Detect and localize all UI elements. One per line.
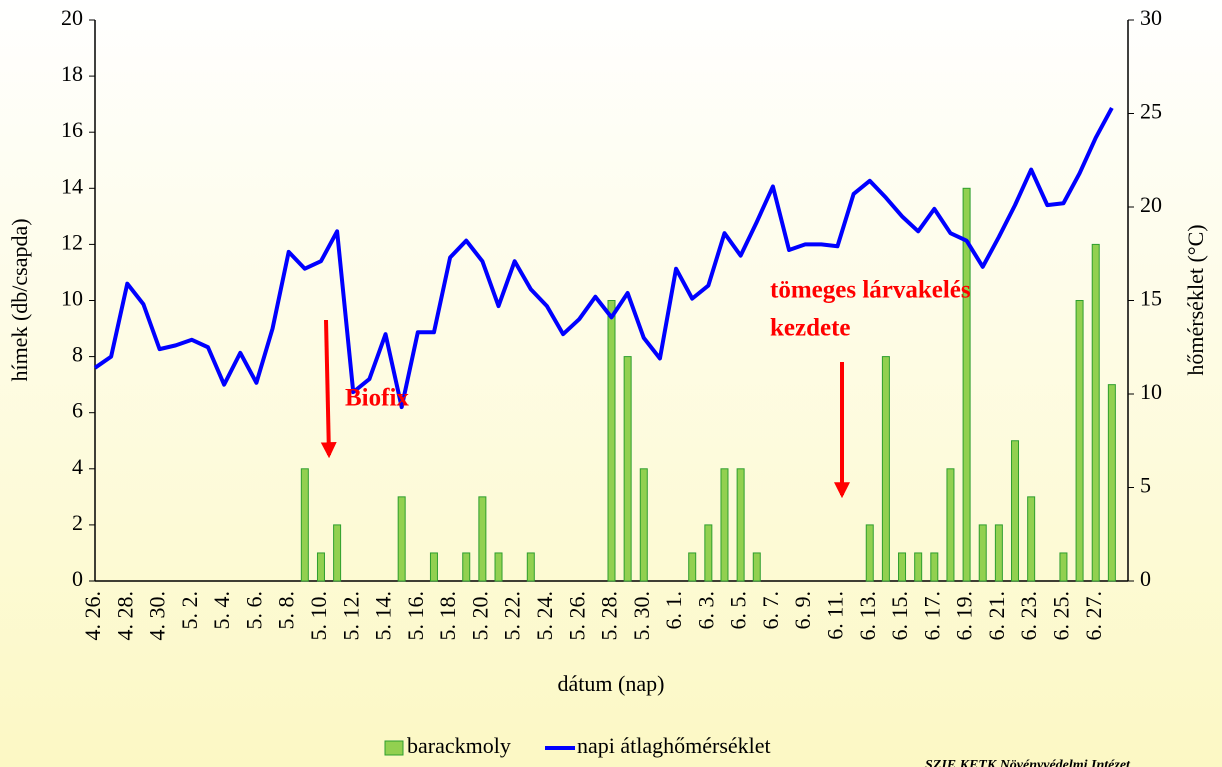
- y2-tick-label: 10: [1140, 379, 1162, 404]
- bar: [462, 552, 471, 582]
- source: SZIE KETK Növényvédelmi Intézet: [925, 758, 1131, 767]
- x-tick-label: 5. 10.: [306, 591, 331, 641]
- bar: [1011, 440, 1020, 582]
- x-tick-label: 5. 22.: [500, 591, 525, 641]
- bar: [978, 524, 987, 582]
- bar: [736, 468, 745, 582]
- bar: [1091, 243, 1100, 582]
- y2-tick-label: 25: [1140, 99, 1162, 124]
- y-tick-label: 14: [61, 173, 83, 198]
- x-tick-label: 6. 25.: [1048, 591, 1073, 641]
- bar: [898, 552, 907, 582]
- x-axis-title: dátum (nap): [558, 671, 665, 696]
- bar: [1075, 300, 1084, 582]
- bar: [752, 552, 761, 582]
- x-tick-label: 6. 15.: [887, 591, 912, 641]
- x-tick-label: 5. 30.: [629, 591, 654, 641]
- y2-axis-title: hőmérséklet (°C): [1183, 224, 1208, 375]
- y-tick-label: 12: [61, 229, 83, 254]
- bar: [526, 552, 535, 582]
- x-tick-label: 5. 26.: [564, 591, 589, 641]
- bar: [865, 524, 874, 582]
- x-tick-label: 6. 1.: [661, 591, 686, 630]
- y-tick-label: 2: [72, 510, 83, 535]
- x-tick-label: 6. 19.: [952, 591, 977, 641]
- x-tick-label: 5. 12.: [338, 591, 363, 641]
- y2-tick-label: 20: [1140, 192, 1162, 217]
- bar: [397, 496, 406, 582]
- x-tick-label: 6. 27.: [1081, 591, 1106, 641]
- y-tick-label: 8: [72, 342, 83, 367]
- y2-tick-label: 15: [1140, 286, 1162, 311]
- bar: [300, 468, 309, 582]
- x-tick-label: 4. 28.: [112, 591, 137, 641]
- x-tick-label: 6. 17.: [919, 591, 944, 641]
- y-tick-label: 20: [61, 5, 83, 30]
- bar: [607, 300, 616, 582]
- y2-tick-label: 5: [1140, 473, 1151, 498]
- bar: [994, 524, 1003, 582]
- x-tick-label: 5. 14.: [371, 591, 396, 641]
- x-tick-label: 6. 13.: [855, 591, 880, 641]
- y-tick-label: 18: [61, 61, 83, 86]
- arrow: [320, 319, 337, 459]
- y-axis-title: hímek (db/csapda): [7, 218, 32, 381]
- x-tick-label: 5. 16.: [403, 591, 428, 641]
- x-tick-label: 5. 2.: [177, 591, 202, 630]
- y-tick-label: 0: [72, 566, 83, 591]
- bar: [494, 552, 503, 582]
- legend-label: napi átlaghőmérséklet: [577, 733, 771, 758]
- bar: [704, 524, 713, 582]
- x-tick-label: 5. 6.: [241, 591, 266, 630]
- annotation: tömeges lárvakelés: [770, 277, 971, 304]
- bar: [946, 468, 955, 582]
- x-tick-label: 6. 3.: [693, 591, 718, 630]
- bar: [688, 552, 697, 582]
- x-tick-label: 5. 4.: [209, 591, 234, 630]
- bar: [962, 187, 971, 582]
- x-tick-label: 6. 9.: [790, 591, 815, 630]
- bar: [930, 552, 939, 582]
- bar: [881, 356, 890, 582]
- bar: [478, 496, 487, 582]
- bar: [1027, 496, 1036, 582]
- x-tick-label: 6. 23.: [1016, 591, 1041, 641]
- bar: [429, 552, 438, 582]
- legend-label: barackmoly: [407, 733, 511, 758]
- bar: [639, 468, 648, 582]
- x-tick-label: 5. 18.: [435, 591, 460, 641]
- y-tick-label: 6: [72, 398, 83, 423]
- bar: [1107, 384, 1116, 582]
- y2-tick-label: 30: [1140, 5, 1162, 30]
- x-tick-label: 5. 8.: [274, 591, 299, 630]
- y2-tick-label: 0: [1140, 566, 1151, 591]
- bar: [623, 356, 632, 582]
- x-tick-label: 4. 26.: [80, 591, 105, 641]
- bar: [1059, 552, 1068, 582]
- x-tick-label: 6. 21.: [984, 591, 1009, 641]
- bar: [720, 468, 729, 582]
- annotation: kezdete: [770, 315, 851, 342]
- bar: [914, 552, 923, 582]
- x-tick-label: 4. 30.: [145, 591, 170, 641]
- x-tick-label: 5. 20.: [467, 591, 492, 641]
- annotation: Biofix: [345, 385, 409, 412]
- y-tick-label: 4: [72, 454, 83, 479]
- x-tick-label: 6. 7.: [758, 591, 783, 630]
- legend-swatch: [384, 740, 404, 756]
- x-tick-label: 6. 5.: [726, 591, 751, 630]
- y-tick-label: 10: [61, 286, 83, 311]
- y-tick-label: 16: [61, 117, 83, 142]
- x-tick-label: 5. 24.: [532, 591, 557, 641]
- bar: [316, 552, 325, 582]
- bar: [333, 524, 342, 582]
- x-tick-label: 5. 28.: [597, 591, 622, 641]
- x-tick-label: 6. 11.: [823, 591, 848, 640]
- line: [93, 106, 1114, 410]
